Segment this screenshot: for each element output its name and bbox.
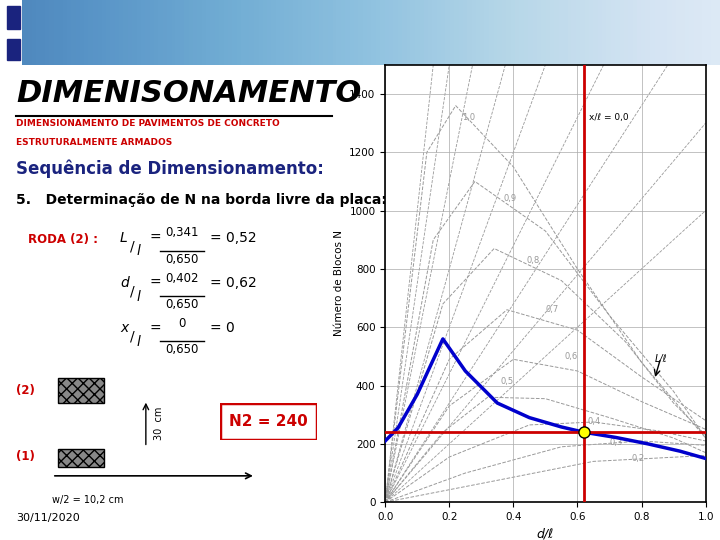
Text: 0,2: 0,2 (632, 454, 645, 463)
Text: w/2 = 10,2 cm: w/2 = 10,2 cm (52, 495, 123, 505)
Y-axis label: Número de Blocos N: Número de Blocos N (333, 231, 343, 336)
Text: x: x (120, 321, 128, 335)
Text: 0,8: 0,8 (526, 255, 539, 265)
Text: 0,9: 0,9 (504, 194, 517, 204)
Text: 0,402: 0,402 (165, 272, 199, 285)
Text: 30  cm: 30 cm (154, 407, 164, 440)
Text: d: d (120, 276, 129, 291)
Text: /: / (130, 285, 135, 299)
Text: 0,7: 0,7 (546, 305, 559, 314)
Text: = 0: = 0 (210, 321, 235, 335)
Text: =: = (150, 321, 161, 335)
Text: 0,650: 0,650 (165, 253, 199, 266)
Text: 0,4: 0,4 (587, 417, 600, 426)
Text: 0: 0 (178, 316, 186, 329)
Text: (2): (2) (16, 384, 35, 397)
Text: =: = (150, 231, 161, 245)
Text: l: l (137, 335, 140, 349)
Text: x/ℓ = 0,0: x/ℓ = 0,0 (589, 113, 629, 122)
X-axis label: d/ℓ: d/ℓ (537, 528, 554, 540)
Text: 0,650: 0,650 (165, 343, 199, 356)
Text: ESTRUTURALMENTE ARMADOS: ESTRUTURALMENTE ARMADOS (16, 138, 172, 147)
Text: 0,6: 0,6 (564, 352, 578, 361)
Text: N2 = 240: N2 = 240 (229, 414, 307, 429)
Text: L: L (120, 231, 127, 245)
Text: RODA (2) :: RODA (2) : (28, 233, 98, 246)
FancyBboxPatch shape (58, 449, 104, 467)
Text: Sequência de Dimensionamento:: Sequência de Dimensionamento: (16, 160, 324, 178)
Text: 0,650: 0,650 (165, 298, 199, 310)
Text: = 0,52: = 0,52 (210, 231, 256, 245)
Text: =: = (150, 276, 161, 291)
Text: 0,3: 0,3 (609, 438, 623, 447)
Text: 0,5: 0,5 (500, 377, 513, 386)
Text: /: / (130, 330, 135, 344)
Text: l: l (137, 289, 140, 303)
Text: DIMENISONAMENTO: DIMENISONAMENTO (16, 79, 361, 108)
Bar (7, 39, 20, 59)
Text: 5.   Determinação de N na borda livre da placa:: 5. Determinação de N na borda livre da p… (16, 193, 387, 207)
FancyBboxPatch shape (58, 379, 104, 403)
Text: 1,0: 1,0 (462, 113, 475, 122)
Text: 30/11/2020: 30/11/2020 (16, 514, 80, 523)
Text: = 0,62: = 0,62 (210, 276, 256, 291)
Bar (7, 6, 20, 29)
Text: l: l (137, 245, 140, 259)
Text: L/ℓ: L/ℓ (654, 354, 667, 364)
Text: (1): (1) (16, 450, 35, 463)
Text: /: / (130, 240, 135, 254)
Text: DIMENSIONAMENTO DE PAVIMENTOS DE CONCRETO: DIMENSIONAMENTO DE PAVIMENTOS DE CONCRET… (16, 119, 280, 129)
Text: 0,341: 0,341 (165, 226, 199, 239)
FancyBboxPatch shape (220, 403, 317, 440)
